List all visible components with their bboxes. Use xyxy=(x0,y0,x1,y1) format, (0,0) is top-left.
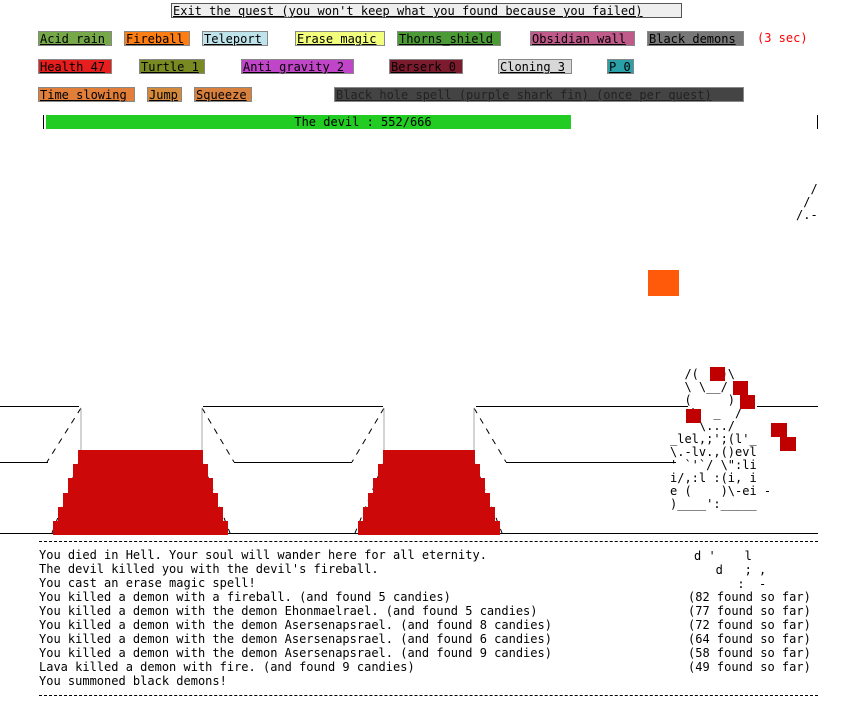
pit1-right-slope xyxy=(201,407,235,463)
top-right-ascii: / / /.- xyxy=(796,182,818,222)
log-candy-count: (72 found so far) xyxy=(688,618,811,632)
log-separator-top xyxy=(39,541,818,542)
log-line: You killed a demon with the demon Aserse… xyxy=(39,646,552,660)
jump-button[interactable]: Jump xyxy=(147,87,182,102)
devil-red-pixel xyxy=(740,395,755,409)
boss-health-fill xyxy=(46,115,572,129)
log-candy-count: (49 found so far) xyxy=(688,660,811,674)
ground-line-left-top xyxy=(0,406,79,407)
obsidian-wall-button[interactable]: Obsidian wall xyxy=(530,31,635,46)
devil-fireball xyxy=(648,270,679,296)
log-candy-count: (77 found so far) xyxy=(688,604,811,618)
pit1-left-slope xyxy=(46,407,82,463)
devil-ascii: /( )\ \ \__/ / ( ) \ _ / \.../ _lel,;';(… xyxy=(670,367,772,511)
log-separator-bottom xyxy=(39,695,818,696)
ground-line-mid-mid xyxy=(234,462,352,463)
ground-line-left-mid xyxy=(0,462,48,463)
pit2-right-slope xyxy=(473,407,507,463)
log-candy-count xyxy=(688,674,811,688)
log-line: You cast an erase magic spell! xyxy=(39,576,256,590)
devil-red-pixel xyxy=(771,423,787,437)
fireball-button[interactable]: Fireball xyxy=(124,31,190,46)
log-line: You killed a demon with the demon Aserse… xyxy=(39,618,552,632)
cloning-button[interactable]: Cloning 3 xyxy=(498,59,572,74)
devil-red-pixel xyxy=(686,409,701,423)
thorns-shield-button[interactable]: Thorns_shield xyxy=(397,31,501,46)
lava-step xyxy=(358,520,500,535)
time-slowing-button[interactable]: Time slowing xyxy=(38,87,135,102)
log-line: You summoned black demons! xyxy=(39,674,227,688)
log-line: You killed a demon with the demon Ehonma… xyxy=(39,604,538,618)
exit-quest-button[interactable]: Exit the quest (you won't keep what you … xyxy=(171,3,682,18)
lava-step xyxy=(53,520,228,535)
log-line: You died in Hell. Your soul will wander … xyxy=(39,548,487,562)
black-demons-button[interactable]: Black demons xyxy=(647,31,744,46)
log-candy-count xyxy=(688,562,811,576)
boss-health-bar: The devil : 552/666 xyxy=(46,115,680,129)
black-hole-spell-button[interactable]: Black hole spell (purple shark fin) (onc… xyxy=(334,87,744,102)
log-candy-count: (64 found so far) xyxy=(688,632,811,646)
teleport-button[interactable]: Teleport xyxy=(202,31,268,46)
erase-magic-button[interactable]: Erase magic xyxy=(295,31,385,46)
boss-health-label: The devil : 552/666 xyxy=(294,115,432,129)
game-log: You died in Hell. Your soul will wander … xyxy=(39,548,552,688)
devil-red-pixel xyxy=(710,367,725,381)
log-candy-count xyxy=(688,576,811,590)
pit2-left-slope xyxy=(351,407,385,463)
devil-red-pixel xyxy=(733,381,748,395)
log-line: Lava killed a demon with fire. (and foun… xyxy=(39,660,415,674)
hp-bar-right-border xyxy=(817,115,818,129)
acid-rain-button[interactable]: Acid rain xyxy=(38,31,112,46)
anti-gravity-button[interactable]: Anti gravity 2 xyxy=(241,59,354,74)
ground-line-right-mid xyxy=(506,462,676,463)
log-candy-count: (82 found so far) xyxy=(688,590,811,604)
log-line: You killed a demon with a fireball. (and… xyxy=(39,590,451,604)
health-potion-button[interactable]: Health 47 xyxy=(38,59,112,74)
berserk-button[interactable]: Berserk 0 xyxy=(389,59,463,74)
game-log-candy-counts: (82 found so far) (77 found so far) (72 fo… xyxy=(688,548,811,688)
devil-red-pixel xyxy=(780,437,796,451)
log-candy-count xyxy=(688,548,811,562)
hp-bar-left-border xyxy=(43,115,44,129)
log-line: The devil killed you with the devil's fi… xyxy=(39,562,379,576)
spell-timer: (3 sec) xyxy=(757,31,808,45)
squeeze-button[interactable]: Squeeze xyxy=(194,87,252,102)
ground-line-devil-top xyxy=(757,406,818,407)
turtle-potion-button[interactable]: Turtle 1 xyxy=(139,59,205,74)
ground-line-right-top xyxy=(476,406,688,407)
ground-line-mid1-top xyxy=(203,406,383,407)
devil-ascii-below: d ' l d ; , : - xyxy=(694,549,767,591)
p-button[interactable]: P 0 xyxy=(607,59,634,74)
log-candy-count: (58 found so far) xyxy=(688,646,811,660)
log-line: You killed a demon with the demon Aserse… xyxy=(39,632,552,646)
